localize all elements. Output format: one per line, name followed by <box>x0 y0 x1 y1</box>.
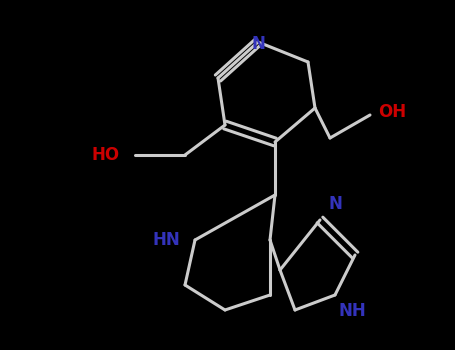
Text: OH: OH <box>378 103 406 121</box>
Text: HO: HO <box>92 146 120 164</box>
Text: N: N <box>251 35 265 53</box>
Text: NH: NH <box>338 302 366 320</box>
Text: N: N <box>328 195 342 213</box>
Text: HN: HN <box>152 231 180 249</box>
